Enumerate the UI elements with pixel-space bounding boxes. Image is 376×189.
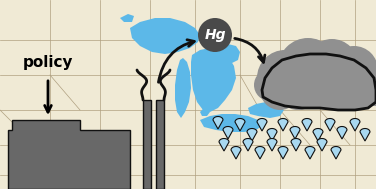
Polygon shape [360,129,370,141]
Polygon shape [156,100,164,189]
Polygon shape [243,139,253,151]
Circle shape [198,18,232,52]
Polygon shape [267,129,277,141]
Polygon shape [248,102,284,118]
Circle shape [306,39,358,91]
Circle shape [330,46,376,94]
Polygon shape [305,146,315,159]
Circle shape [254,69,286,101]
Circle shape [257,50,313,106]
Circle shape [260,70,300,110]
Text: policy: policy [23,54,73,70]
Polygon shape [247,129,257,141]
Polygon shape [350,119,360,131]
Polygon shape [213,116,223,129]
Text: Hg: Hg [204,28,226,42]
Polygon shape [257,119,267,131]
Polygon shape [130,18,200,54]
Polygon shape [143,100,151,189]
Polygon shape [200,114,262,132]
Polygon shape [331,146,341,159]
Polygon shape [313,129,323,141]
Circle shape [296,58,344,106]
Polygon shape [291,139,301,151]
Circle shape [276,66,320,110]
Polygon shape [278,119,288,131]
Polygon shape [337,126,347,139]
Polygon shape [235,119,245,131]
Polygon shape [219,139,229,151]
Polygon shape [325,119,335,131]
Polygon shape [175,58,191,118]
Circle shape [358,70,376,106]
Polygon shape [200,108,210,116]
Circle shape [350,60,376,100]
Polygon shape [216,44,240,64]
Polygon shape [302,119,312,131]
Polygon shape [262,54,376,110]
Polygon shape [191,48,236,112]
Circle shape [325,60,365,100]
Polygon shape [231,146,241,159]
Polygon shape [255,146,265,159]
Polygon shape [290,126,300,139]
Polygon shape [317,139,327,151]
Polygon shape [223,126,233,139]
Polygon shape [8,120,130,189]
Polygon shape [120,14,134,22]
Polygon shape [267,139,277,151]
Circle shape [278,38,338,98]
Polygon shape [278,146,288,159]
Circle shape [347,67,376,103]
